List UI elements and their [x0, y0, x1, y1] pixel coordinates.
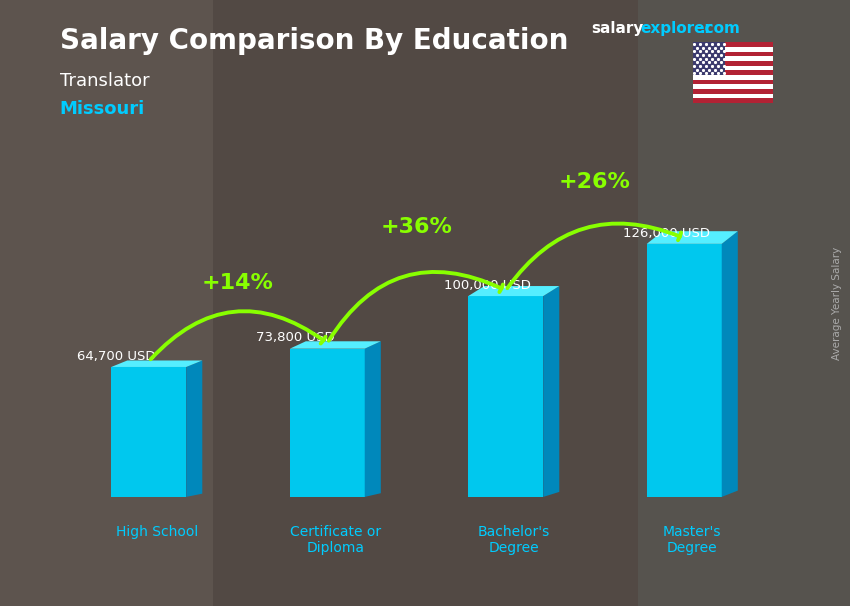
Polygon shape: [468, 286, 559, 296]
Text: Certificate or
Diploma: Certificate or Diploma: [290, 525, 381, 555]
Text: Salary Comparison By Education: Salary Comparison By Education: [60, 27, 568, 55]
Bar: [693, 98, 774, 103]
Bar: [111, 367, 186, 497]
Bar: [290, 348, 365, 497]
Text: +26%: +26%: [559, 172, 631, 192]
Bar: [647, 244, 722, 497]
Bar: [693, 65, 774, 70]
Bar: [638, 0, 850, 606]
Polygon shape: [290, 341, 381, 348]
Polygon shape: [111, 361, 202, 367]
Text: Translator: Translator: [60, 72, 149, 90]
Text: +36%: +36%: [381, 217, 452, 237]
Polygon shape: [365, 341, 381, 497]
Bar: [693, 80, 774, 84]
Text: .com: .com: [700, 21, 740, 36]
Text: explorer: explorer: [640, 21, 712, 36]
Text: Bachelor's
Degree: Bachelor's Degree: [478, 525, 550, 555]
Polygon shape: [722, 231, 738, 497]
Text: 100,000 USD: 100,000 USD: [445, 279, 531, 292]
Bar: [693, 61, 774, 65]
Bar: [693, 94, 774, 98]
Bar: [693, 52, 774, 56]
Bar: [693, 47, 774, 52]
Polygon shape: [186, 361, 202, 497]
Text: 126,000 USD: 126,000 USD: [623, 227, 710, 239]
Text: salary: salary: [591, 21, 643, 36]
Text: 64,700 USD: 64,700 USD: [77, 350, 156, 363]
Bar: [693, 70, 774, 75]
Bar: [693, 75, 774, 80]
Text: 73,800 USD: 73,800 USD: [256, 331, 334, 344]
Polygon shape: [543, 286, 559, 497]
Bar: [693, 84, 774, 89]
Text: Average Yearly Salary: Average Yearly Salary: [832, 247, 842, 359]
Bar: [693, 89, 774, 94]
Bar: [212, 0, 638, 606]
Bar: [693, 56, 774, 61]
Text: Missouri: Missouri: [60, 100, 144, 118]
Text: High School: High School: [116, 525, 198, 539]
Bar: [468, 296, 543, 497]
Text: Master's
Degree: Master's Degree: [663, 525, 722, 555]
Bar: [693, 42, 725, 75]
Bar: [0, 0, 212, 606]
Bar: [693, 42, 774, 47]
Text: +14%: +14%: [202, 273, 274, 293]
Polygon shape: [647, 231, 738, 244]
